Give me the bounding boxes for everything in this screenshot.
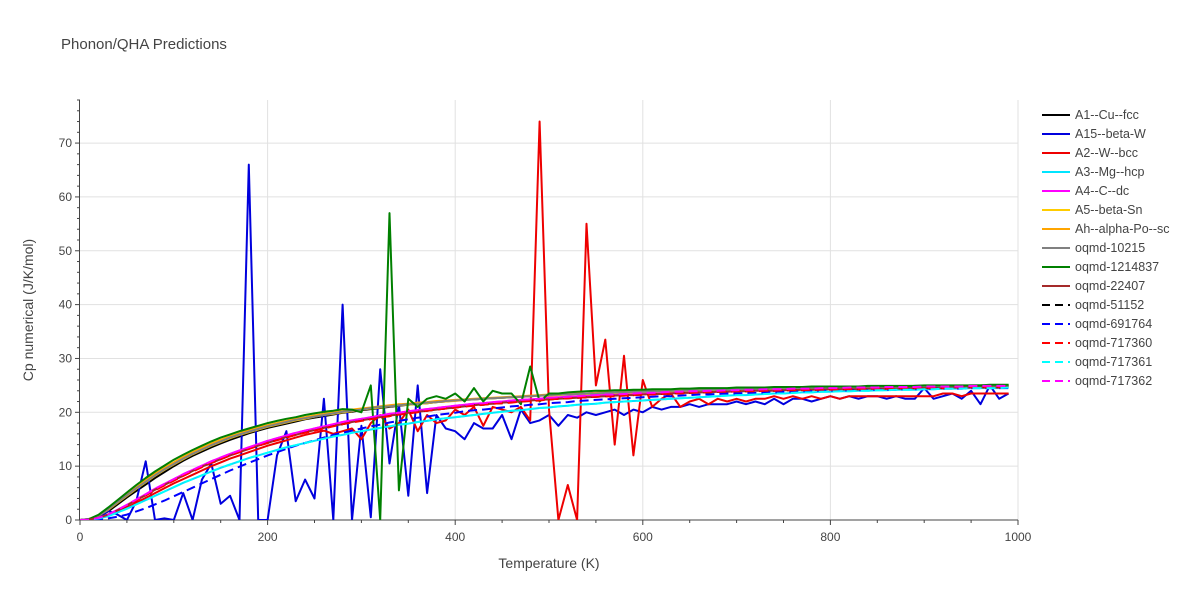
legend-swatch <box>1042 132 1070 135</box>
x-tick-label: 800 <box>820 530 840 544</box>
x-tick-label: 1000 <box>1005 530 1032 544</box>
legend-item[interactable]: oqmd-1214837 <box>1040 257 1169 276</box>
y-tick-label: 30 <box>59 351 73 365</box>
legend-swatch <box>1042 170 1070 173</box>
legend-swatch <box>1042 360 1070 363</box>
series-line-oqmd-717361[interactable] <box>80 386 1009 521</box>
legend-swatch <box>1042 284 1070 287</box>
legend-label: oqmd-22407 <box>1075 278 1146 293</box>
legend-item[interactable]: A5--beta-Sn <box>1040 200 1169 219</box>
legend-item[interactable]: oqmd-717361 <box>1040 352 1169 371</box>
legend-swatch <box>1042 379 1070 382</box>
x-axis-title: Temperature (K) <box>498 555 599 571</box>
series-group <box>80 120 1010 521</box>
y-tick-label: 60 <box>59 190 73 204</box>
legend[interactable]: A1--Cu--fcc A15--beta-W A2--W--bcc A3--Mg--… <box>1040 105 1169 390</box>
legend-item[interactable]: oqmd-22407 <box>1040 276 1169 295</box>
y-tick-label: 70 <box>59 136 73 150</box>
legend-item[interactable]: A15--beta-W <box>1040 124 1169 143</box>
y-tick-label: 0 <box>65 513 72 527</box>
series-line-A15--beta-W[interactable] <box>80 163 1010 520</box>
x-tick-label: 400 <box>445 530 465 544</box>
legend-item[interactable]: A3--Mg--hcp <box>1040 162 1169 181</box>
legend-item[interactable]: oqmd-717362 <box>1040 371 1169 390</box>
y-axis-title: Cp numerical (J/K/mol) <box>20 239 36 381</box>
legend-label: oqmd-717362 <box>1075 373 1153 388</box>
series-line-A2--W--bcc[interactable] <box>80 120 1009 521</box>
tick-labels: 0 200 400 600 800 1000 0 10 20 30 40 50 60 70 <box>59 136 1032 544</box>
series-line-oqmd-1214837[interactable] <box>80 212 1009 520</box>
y-tick-label: 10 <box>59 459 73 473</box>
y-tick-label: 40 <box>59 298 73 312</box>
legend-swatch <box>1042 265 1070 268</box>
legend-label: oqmd-691764 <box>1075 316 1153 331</box>
legend-swatch <box>1042 151 1070 154</box>
legend-label: oqmd-1214837 <box>1075 259 1160 274</box>
legend-swatch <box>1042 322 1070 325</box>
legend-swatch <box>1042 208 1070 211</box>
legend-item[interactable]: oqmd-717360 <box>1040 333 1169 352</box>
series-line-oqmd-717362[interactable] <box>80 384 1009 520</box>
legend-label: oqmd-717360 <box>1075 335 1153 350</box>
legend-label: oqmd-51152 <box>1075 297 1145 312</box>
y-tick-label: 50 <box>59 244 73 258</box>
grid <box>80 100 1019 521</box>
legend-item[interactable]: oqmd-10215 <box>1040 238 1169 257</box>
legend-swatch <box>1042 227 1070 230</box>
legend-swatch <box>1042 341 1070 344</box>
legend-item[interactable]: A2--W--bcc <box>1040 143 1169 162</box>
y-tick-label: 20 <box>59 405 73 419</box>
legend-label: oqmd-10215 <box>1075 240 1146 255</box>
legend-item[interactable]: oqmd-51152 <box>1040 295 1169 314</box>
legend-swatch <box>1042 113 1070 116</box>
legend-label: A3--Mg--hcp <box>1075 164 1145 179</box>
legend-label: A15--beta-W <box>1075 126 1146 141</box>
legend-label: A5--beta-Sn <box>1075 202 1143 217</box>
legend-item[interactable]: Ah--alpha-Po--sc <box>1040 219 1169 238</box>
legend-label: A4--C--dc <box>1075 183 1130 198</box>
legend-item[interactable]: A4--C--dc <box>1040 181 1169 200</box>
axes <box>75 99 1019 525</box>
legend-label: Ah--alpha-Po--sc <box>1075 221 1170 236</box>
legend-swatch <box>1042 189 1070 192</box>
series-line-oqmd-717360[interactable] <box>80 386 1009 520</box>
legend-label: oqmd-717361 <box>1075 354 1153 369</box>
legend-swatch <box>1042 303 1070 306</box>
legend-label: A1--Cu--fcc <box>1075 107 1139 122</box>
legend-label: A2--W--bcc <box>1075 145 1138 160</box>
x-tick-label: 200 <box>258 530 278 544</box>
legend-item[interactable]: oqmd-691764 <box>1040 314 1169 333</box>
legend-item[interactable]: A1--Cu--fcc <box>1040 105 1169 124</box>
x-tick-label: 0 <box>77 530 84 544</box>
chart-title: Phonon/QHA Predictions <box>61 36 227 53</box>
x-tick-label: 600 <box>633 530 653 544</box>
legend-swatch <box>1042 246 1070 249</box>
